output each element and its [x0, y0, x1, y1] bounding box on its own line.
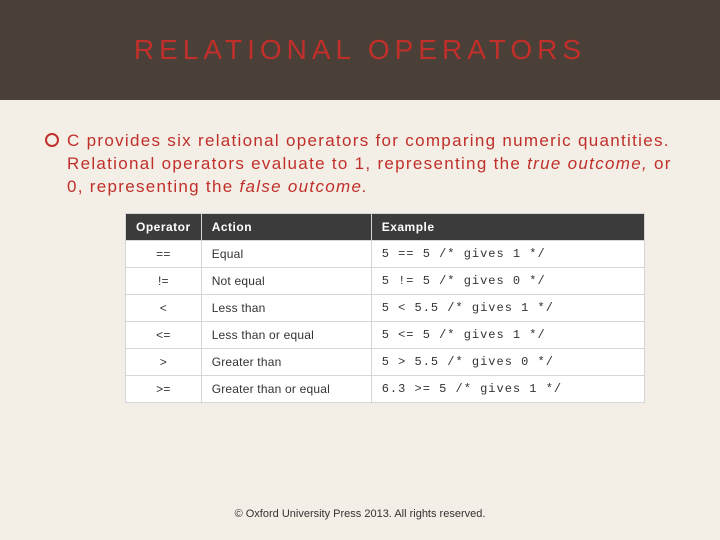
cell-action: Equal	[201, 240, 371, 267]
cell-action: Greater than	[201, 348, 371, 375]
th-action: Action	[201, 213, 371, 240]
cell-action: Not equal	[201, 267, 371, 294]
cell-operator: !=	[126, 267, 202, 294]
th-operator: Operator	[126, 213, 202, 240]
bullet-icon	[45, 133, 59, 147]
operators-table: Operator Action Example == Equal 5 == 5 …	[125, 213, 645, 403]
table-body: == Equal 5 == 5 /* gives 1 */ != Not equ…	[126, 240, 645, 402]
table-row: > Greater than 5 > 5.5 /* gives 0 */	[126, 348, 645, 375]
table-head: Operator Action Example	[126, 213, 645, 240]
bullet-row: C provides six relational operators for …	[45, 130, 675, 199]
cell-example: 5 != 5 /* gives 0 */	[371, 267, 644, 294]
title-bar: RELATIONAL OPERATORS	[0, 0, 720, 100]
cell-operator: >	[126, 348, 202, 375]
cell-operator: <=	[126, 321, 202, 348]
slide-body: C provides six relational operators for …	[0, 100, 720, 403]
cell-action: Less than or equal	[201, 321, 371, 348]
para-i1: true outcome,	[527, 154, 648, 173]
cell-example: 5 <= 5 /* gives 1 */	[371, 321, 644, 348]
table-row: != Not equal 5 != 5 /* gives 0 */	[126, 267, 645, 294]
operators-table-wrap: Operator Action Example == Equal 5 == 5 …	[125, 213, 645, 403]
table-row: >= Greater than or equal 6.3 >= 5 /* giv…	[126, 375, 645, 402]
table-header-row: Operator Action Example	[126, 213, 645, 240]
cell-action: Greater than or equal	[201, 375, 371, 402]
table-row: <= Less than or equal 5 <= 5 /* gives 1 …	[126, 321, 645, 348]
cell-operator: <	[126, 294, 202, 321]
cell-action: Less than	[201, 294, 371, 321]
body-paragraph: C provides six relational operators for …	[67, 130, 675, 199]
slide-title: RELATIONAL OPERATORS	[134, 34, 586, 66]
cell-example: 5 > 5.5 /* gives 0 */	[371, 348, 644, 375]
cell-example: 5 < 5.5 /* gives 1 */	[371, 294, 644, 321]
cell-example: 6.3 >= 5 /* gives 1 */	[371, 375, 644, 402]
copyright-footer: © Oxford University Press 2013. All righ…	[0, 508, 720, 520]
cell-operator: >=	[126, 375, 202, 402]
table-row: == Equal 5 == 5 /* gives 1 */	[126, 240, 645, 267]
th-example: Example	[371, 213, 644, 240]
slide: RELATIONAL OPERATORS C provides six rela…	[0, 0, 720, 540]
cell-operator: ==	[126, 240, 202, 267]
cell-example: 5 == 5 /* gives 1 */	[371, 240, 644, 267]
table-row: < Less than 5 < 5.5 /* gives 1 */	[126, 294, 645, 321]
para-i2: false outcome.	[239, 177, 368, 196]
